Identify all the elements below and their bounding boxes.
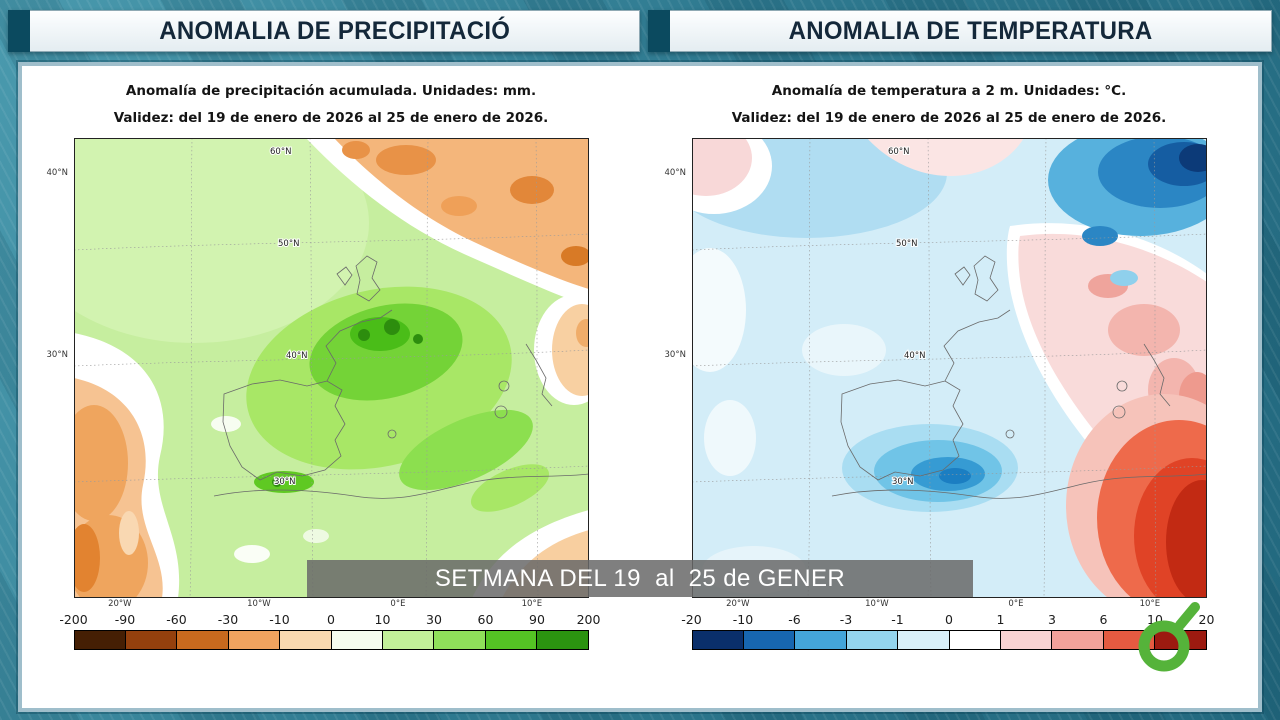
map-validity: Validez: del 19 de enero de 2026 al 25 d…: [731, 109, 1167, 126]
temperature-map: 60°N 50°N 40°N 30°N 40°N 30°N 20°W 10°W …: [665, 138, 1207, 609]
precipitation-map-figure: 60°N 50°N 40°N 30°N: [73, 138, 589, 598]
map-title: Anomalía de temperatura a 2 m. Unidades:…: [771, 83, 1127, 99]
lat-edge-label: 30°N: [46, 350, 68, 360]
precipitation-panel: Anomalía de precipitación acumulada. Uni…: [22, 66, 640, 708]
lon-label: 20°W: [108, 599, 132, 609]
scale-segment: [176, 631, 228, 649]
scale-segment: [124, 631, 177, 649]
lon-label: 10°E: [1139, 599, 1161, 609]
lon-label: 10°W: [865, 599, 889, 609]
scale-segment: [433, 631, 485, 649]
scale-segment: [279, 631, 331, 649]
header-title-precipitation: ANOMALIA DE PRECIPITACIÓ: [159, 16, 510, 45]
scale-tick-label: 1: [996, 612, 1005, 627]
scale-tick-label: -20: [681, 612, 702, 627]
scale-bar: [73, 630, 589, 650]
inner-lat-label: 60°N: [888, 147, 909, 157]
temperature-scale: -20 -10 -6 -3 -1 0 1 3 6 10 20: [681, 612, 1214, 650]
header-bar-precipitation: ANOMALIA DE PRECIPITACIÓ: [8, 10, 640, 52]
scale-tick-label: 3: [1048, 612, 1056, 627]
lon-axis: 20°W 10°W 0°E 10°E: [74, 598, 589, 610]
inner-lat-label: 50°N: [278, 239, 299, 249]
scale-ticks: -20 -10 -6 -3 -1 0 1 3 6 10 20: [681, 612, 1214, 628]
scale-segment: [692, 631, 743, 649]
precipitation-scale: -200 -90 -60 -30 -10 0 10 30 60 90 200: [59, 612, 600, 650]
scale-tick-label: -1: [891, 612, 904, 627]
lasexta-logo: [1134, 599, 1200, 680]
lon-label: 0°E: [1008, 599, 1024, 609]
scale-tick-label: -200: [59, 612, 88, 627]
scale-segment: [794, 631, 846, 649]
scale-bar: [691, 630, 1207, 650]
temperature-map-figure: 60°N 50°N 40°N 30°N: [691, 138, 1207, 598]
scale-segment: [536, 631, 588, 649]
main-panel: Anomalía de precipitación acumulada. Uni…: [18, 62, 1262, 712]
header-accent-square: [8, 10, 30, 52]
scale-tick-label: 6: [1099, 612, 1108, 627]
scale-tick-label: 0: [945, 612, 953, 627]
scale-segment: [74, 631, 125, 649]
temperature-panel: Anomalía de temperatura a 2 m. Unidades:…: [640, 66, 1258, 708]
inner-lat-label: 60°N: [270, 147, 291, 157]
precipitation-map: 60°N 50°N 40°N 30°N 40°N 30°N 20°W 10°W …: [47, 138, 589, 609]
map-title: Anomalía de precipitación acumulada. Uni…: [125, 83, 537, 99]
scale-tick-label: 0: [327, 612, 335, 627]
inner-lat-label: 30°N: [274, 477, 295, 487]
scale-segment: [948, 631, 1000, 649]
inner-lat-label: 30°N: [892, 477, 913, 487]
scale-segment: [381, 631, 434, 649]
lat-edge-label: 30°N: [664, 350, 686, 360]
scale-tick-label: -6: [788, 612, 801, 627]
scale-segment: [999, 631, 1052, 649]
lon-label: 0°E: [390, 599, 406, 609]
scale-tick-label: -10: [732, 612, 754, 627]
coastlines: [831, 255, 1207, 499]
scale-tick-label: -30: [217, 612, 239, 627]
scale-segment: [1051, 631, 1103, 649]
scale-tick-label: 20: [1198, 612, 1215, 627]
scale-ticks: -200 -90 -60 -30 -10 0 10 30 60 90 200: [59, 612, 600, 628]
scale-segment: [227, 631, 280, 649]
scale-tick-label: -10: [269, 612, 290, 627]
scale-tick-label: -60: [166, 612, 187, 627]
lon-label: 10°W: [247, 599, 271, 609]
scale-tick-label: 90: [529, 612, 545, 627]
scale-tick-label: 30: [426, 612, 442, 627]
lat-edge-label: 40°N: [46, 168, 68, 178]
week-banner: SETMANA DEL 19 al 25 de GENER: [307, 560, 973, 597]
lasexta-logo-icon: [1138, 602, 1200, 672]
week-banner-text: SETMANA DEL 19 al 25 de GENER: [434, 564, 846, 592]
inner-lat-label: 50°N: [896, 239, 917, 249]
lon-label: 20°W: [726, 599, 750, 609]
scale-segment: [484, 631, 537, 649]
header-accent-square: [648, 10, 670, 52]
header-title-temperature: ANOMALIA DE TEMPERATURA: [788, 16, 1153, 45]
scale-tick-label: 10: [374, 612, 391, 627]
inner-lat-label: 40°N: [904, 351, 925, 361]
inner-lat-label: 40°N: [286, 351, 307, 361]
scale-tick-label: 60: [477, 612, 494, 627]
lon-axis: 20°W 10°W 0°E 10°E: [692, 598, 1207, 610]
scale-segment: [897, 631, 949, 649]
lon-label: 10°E: [521, 599, 543, 609]
scale-tick-label: -3: [839, 612, 853, 627]
coastlines: [213, 255, 589, 499]
scale-tick-label: 200: [576, 612, 601, 627]
header-bar-temperature: ANOMALIA DE TEMPERATURA: [648, 10, 1272, 52]
scale-segment: [742, 631, 795, 649]
map-validity: Validez: del 19 de enero de 2026 al 25 d…: [113, 109, 549, 126]
lat-edge-label: 40°N: [664, 168, 686, 178]
scale-segment: [845, 631, 898, 649]
scale-tick-label: -90: [114, 612, 136, 627]
scale-segment: [330, 631, 382, 649]
